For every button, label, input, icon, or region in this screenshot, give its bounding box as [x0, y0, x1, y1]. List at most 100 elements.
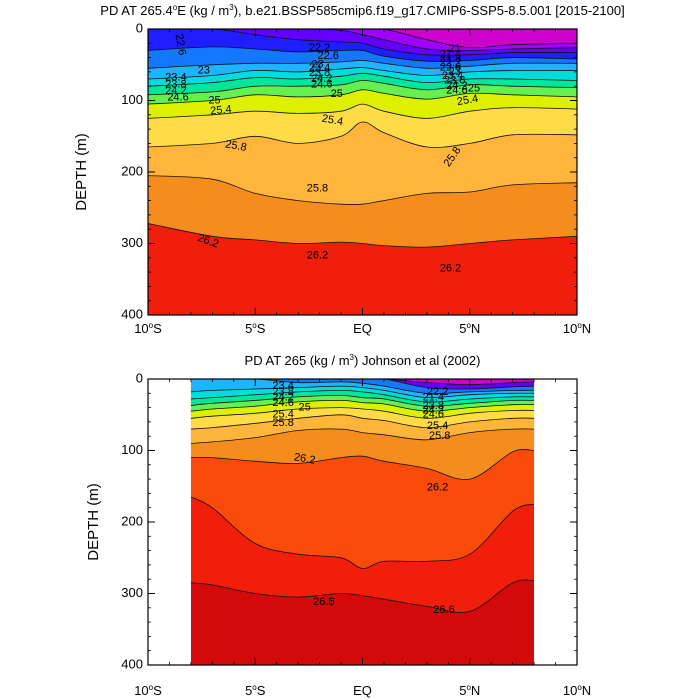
contour-label: 26.6	[313, 596, 334, 608]
x-tick-label: 10oN	[563, 321, 591, 336]
contour-label: 24.6	[272, 397, 293, 409]
contour-label: 26.2	[307, 250, 328, 262]
contour-label: 22.2	[309, 42, 330, 54]
x-tick-label: 10oS	[134, 321, 162, 336]
contour-label: 23	[311, 59, 323, 71]
contour-line	[148, 29, 577, 49]
contour-label: 22.6	[440, 62, 461, 74]
contour-field	[190, 379, 535, 665]
contour-label: 25.4	[210, 104, 232, 118]
contour-line	[148, 103, 577, 119]
contour-label: 23.4	[442, 70, 463, 82]
contour-label: 25.4	[321, 113, 344, 129]
panel-2: 23.423.824.224.6 2525.425.826.226.622.221…	[85, 353, 591, 698]
contour-line	[190, 428, 535, 444]
contour-label: 26.6	[433, 604, 454, 616]
contour-label: 25	[331, 88, 343, 100]
contour-label: 21.4	[440, 49, 461, 61]
contour-label: 25.8	[272, 417, 293, 429]
y-tick-label: 400	[121, 306, 143, 321]
y-tick-label: 100	[121, 92, 143, 107]
contour-line	[148, 223, 577, 248]
y-axis-label: DEPTH (m)	[85, 483, 102, 561]
x-tick-label: 10oN	[563, 683, 591, 698]
contour-label: 26.2	[293, 451, 316, 467]
contour-label: 23.8	[444, 74, 465, 86]
contour-label: 23.4	[165, 72, 186, 84]
contour-line	[148, 46, 577, 62]
contour-label: 23	[198, 64, 210, 76]
contour-label: 25	[298, 402, 310, 414]
contour-label: 24.2	[165, 85, 186, 97]
contour-line	[190, 496, 535, 569]
contour-line	[148, 89, 577, 105]
contour-label: 21.4	[423, 391, 444, 403]
contour-line	[190, 379, 535, 390]
contour-line	[148, 72, 577, 87]
contour-label: 23	[449, 66, 461, 78]
contour-line	[148, 29, 577, 56]
contour-label: 25.4	[272, 409, 293, 421]
contour-line	[190, 389, 535, 403]
y-tick-label: 300	[121, 585, 143, 600]
contour-label: 26.2	[427, 482, 448, 494]
contour-line	[190, 399, 535, 412]
contour-label: 22.2	[427, 386, 448, 398]
contour-label: 23.8	[272, 386, 293, 398]
contour-field	[148, 29, 577, 315]
contour-label: 22.2	[440, 57, 461, 69]
y-tick-label: 100	[121, 442, 143, 457]
y-tick-label: 300	[121, 235, 143, 250]
contour-label: 22.6	[317, 50, 338, 62]
contour-label: 21.8	[440, 53, 461, 65]
y-tick-label: 0	[136, 370, 143, 385]
contour-label: 25.4	[456, 93, 479, 109]
chart-title: PD AT 265 (kg / m3) Johnson et al (2002)	[245, 353, 481, 368]
contour-label: 23.8	[423, 400, 444, 412]
contour-label: 24.2	[311, 73, 332, 85]
contour-line	[148, 67, 577, 80]
contour-label: 26.2	[440, 262, 461, 274]
contour-line	[190, 579, 535, 613]
x-tick-label: 5oS	[245, 321, 266, 336]
x-tick-label: 5oS	[245, 683, 266, 698]
contour-label: 22.6	[172, 33, 188, 56]
contour-line	[148, 60, 577, 69]
y-tick-label: 200	[121, 163, 143, 178]
contour-line	[190, 394, 535, 407]
contour-label: 24.6	[167, 92, 188, 104]
contour-label: 23.4	[272, 380, 293, 392]
contour-label: 21	[449, 43, 461, 55]
y-tick-label: 400	[121, 656, 143, 671]
x-tick-label: EQ	[353, 683, 372, 698]
contour-label: 23.8	[165, 79, 186, 91]
contour-label: 25.8	[307, 182, 328, 194]
contour-label: 23.8	[309, 67, 330, 79]
contour-label: 24.2	[446, 80, 467, 92]
y-tick-label: 200	[121, 513, 143, 528]
contour-label: 23.4	[309, 62, 330, 74]
contour-label: 24.6	[446, 84, 467, 96]
y-tick-label: 0	[136, 20, 143, 35]
contour-line	[190, 414, 535, 430]
contour-line	[148, 80, 577, 96]
contour-line	[190, 385, 535, 399]
contour-line	[148, 175, 577, 206]
contour-line	[190, 407, 535, 419]
x-tick-label: EQ	[353, 321, 372, 336]
contour-label: 25.8	[429, 430, 450, 442]
contour-label: 25	[468, 82, 480, 94]
contour-label: 24.2	[423, 404, 444, 416]
contour-line	[148, 121, 577, 148]
contour-label: 24.6	[423, 409, 444, 421]
y-axis-label: DEPTH (m)	[73, 133, 90, 211]
x-tick-label: 10oS	[134, 683, 162, 698]
contour-line	[190, 449, 535, 480]
contour-label: 25.4	[427, 420, 448, 432]
contour-label: 25	[208, 94, 220, 106]
contour-line	[190, 379, 535, 386]
x-tick-label: 5oN	[459, 683, 480, 698]
contour-label: 25.8	[224, 138, 247, 154]
